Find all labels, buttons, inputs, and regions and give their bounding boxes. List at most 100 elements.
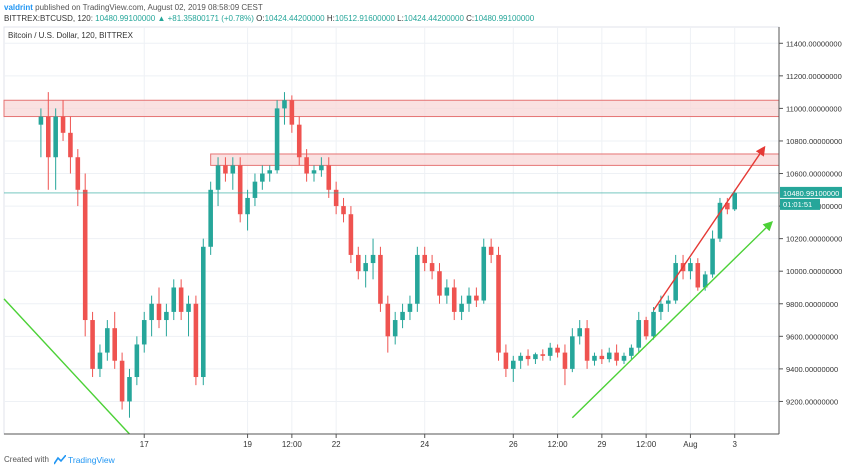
candle-body: [621, 355, 627, 361]
y-tick-label: 10200.00000000: [786, 235, 842, 244]
candle-body: [326, 165, 332, 190]
candle-body: [282, 100, 287, 109]
candle-body: [348, 214, 354, 255]
candle-body: [178, 287, 184, 312]
candle-body: [658, 303, 664, 312]
candle-body: [45, 116, 51, 158]
candle-body: [481, 246, 487, 301]
candle-body: [134, 344, 140, 378]
candle-body: [230, 165, 236, 174]
candle-body: [459, 303, 464, 312]
author-link[interactable]: valdrint: [4, 3, 33, 12]
candle-body: [171, 287, 177, 312]
candle-body: [673, 263, 678, 301]
candle-body: [562, 352, 568, 369]
candle-body: [82, 189, 88, 321]
candle-body: [112, 328, 118, 361]
candle-body: [665, 300, 671, 304]
candle-body: [415, 254, 420, 304]
candle-body: [200, 246, 206, 378]
candle-body: [533, 354, 538, 360]
x-axis[interactable]: 17 19 12:00 22 24 26 12:00 29 12:00 Aug 3: [140, 434, 738, 449]
candle-body: [260, 173, 265, 182]
y-axis[interactable]: 9200.00000000 9400.00000000 9600.00000000 9…: [779, 39, 842, 406]
candle-body: [725, 202, 730, 210]
close-value: 10480.99100000: [474, 14, 535, 23]
candle-body: [518, 355, 523, 361]
low-value: 10424.44200000: [403, 14, 464, 23]
open-label: O:: [256, 14, 265, 23]
candle-body: [407, 303, 413, 312]
y-tick-label: 11000.00000000: [786, 104, 842, 113]
candle-body: [68, 132, 73, 158]
candle-body: [488, 246, 494, 255]
published-text: published on TradingView.com, August 02,…: [35, 3, 263, 12]
candle-body: [90, 320, 95, 369]
ohlc-line: BITTREX:BTCUSD, 120: 10480.99100000 ▲ +8…: [4, 14, 535, 23]
x-tick-label: 17: [140, 440, 149, 449]
candle-body: [333, 189, 339, 207]
trend-lines: [3, 145, 774, 435]
candle-body: [75, 157, 81, 190]
symbol-label: BITTREX:BTCUSD, 120: [4, 14, 91, 23]
candle-body: [732, 193, 738, 210]
candle-body: [363, 263, 368, 272]
x-tick-label: 29: [597, 440, 606, 449]
candle-body: [525, 355, 531, 360]
last-price-text: 10480.99100000: [783, 189, 839, 198]
candle-body: [466, 295, 472, 304]
candle-body: [695, 263, 701, 288]
candle-body: [444, 287, 450, 296]
candle-body: [296, 124, 302, 158]
candle-body: [267, 170, 273, 174]
candle-body: [274, 108, 280, 171]
chart-area[interactable]: 9200.00000000 9400.00000000 9600.00000000 9…: [0, 26, 850, 451]
y-tick-label: 9200.00000000: [786, 397, 838, 406]
last-price: 10480.99100000: [95, 14, 156, 23]
candle-body: [341, 206, 346, 215]
candle-body: [629, 347, 634, 356]
y-tick-label: 9800.00000000: [786, 300, 838, 309]
candle-body: [208, 189, 213, 247]
candle-body: [53, 116, 58, 158]
countdown-text: 01:01:51: [783, 200, 812, 209]
candle-body: [252, 181, 258, 198]
resistance-zone: [3, 99, 780, 118]
candle-body: [570, 336, 575, 369]
x-tick-label: 3: [732, 440, 737, 449]
y-tick-label: 10600.00000000: [786, 170, 842, 179]
candle-body: [422, 254, 428, 264]
y-tick-label: 10800.00000000: [786, 137, 842, 146]
plot-frame: [3, 26, 780, 435]
candle-body: [127, 377, 132, 402]
created-with-text: Created with: [4, 455, 49, 464]
candle-body: [223, 165, 228, 174]
x-tick-label: 26: [509, 440, 518, 449]
y-tick-label: 11400.00000000: [786, 39, 842, 48]
candle-body: [429, 263, 435, 272]
tradingview-brand-link[interactable]: TradingView: [68, 455, 115, 465]
candle-body: [311, 170, 317, 174]
candle-body: [392, 320, 398, 337]
candle-body: [97, 352, 103, 369]
last-price-box: [780, 186, 842, 198]
footer: Created with TradingView: [0, 451, 850, 469]
candle-body: [437, 271, 442, 296]
candle-body: [710, 238, 715, 275]
candle-body: [304, 157, 309, 174]
y-tick-label: 9600.00000000: [786, 332, 838, 341]
candle-body: [496, 254, 501, 353]
publish-info: valdrint published on TradingView.com, A…: [4, 2, 263, 13]
candle-body: [355, 254, 361, 272]
candlestick-chart[interactable]: 9200.00000000 9400.00000000 9600.00000000 9…: [0, 26, 850, 451]
chart-title: Bitcoin / U.S. Dollar, 120, BITTREX: [8, 31, 134, 40]
candle-body: [540, 354, 546, 356]
x-tick-label: 12:00: [282, 440, 303, 449]
candle-body: [378, 254, 383, 304]
candle-body: [141, 320, 147, 345]
candle-body: [717, 202, 723, 239]
candle-body: [215, 165, 221, 190]
chart-header: valdrint published on TradingView.com, A…: [0, 0, 850, 26]
candle-body: [400, 311, 405, 321]
candle-body: [385, 303, 391, 337]
